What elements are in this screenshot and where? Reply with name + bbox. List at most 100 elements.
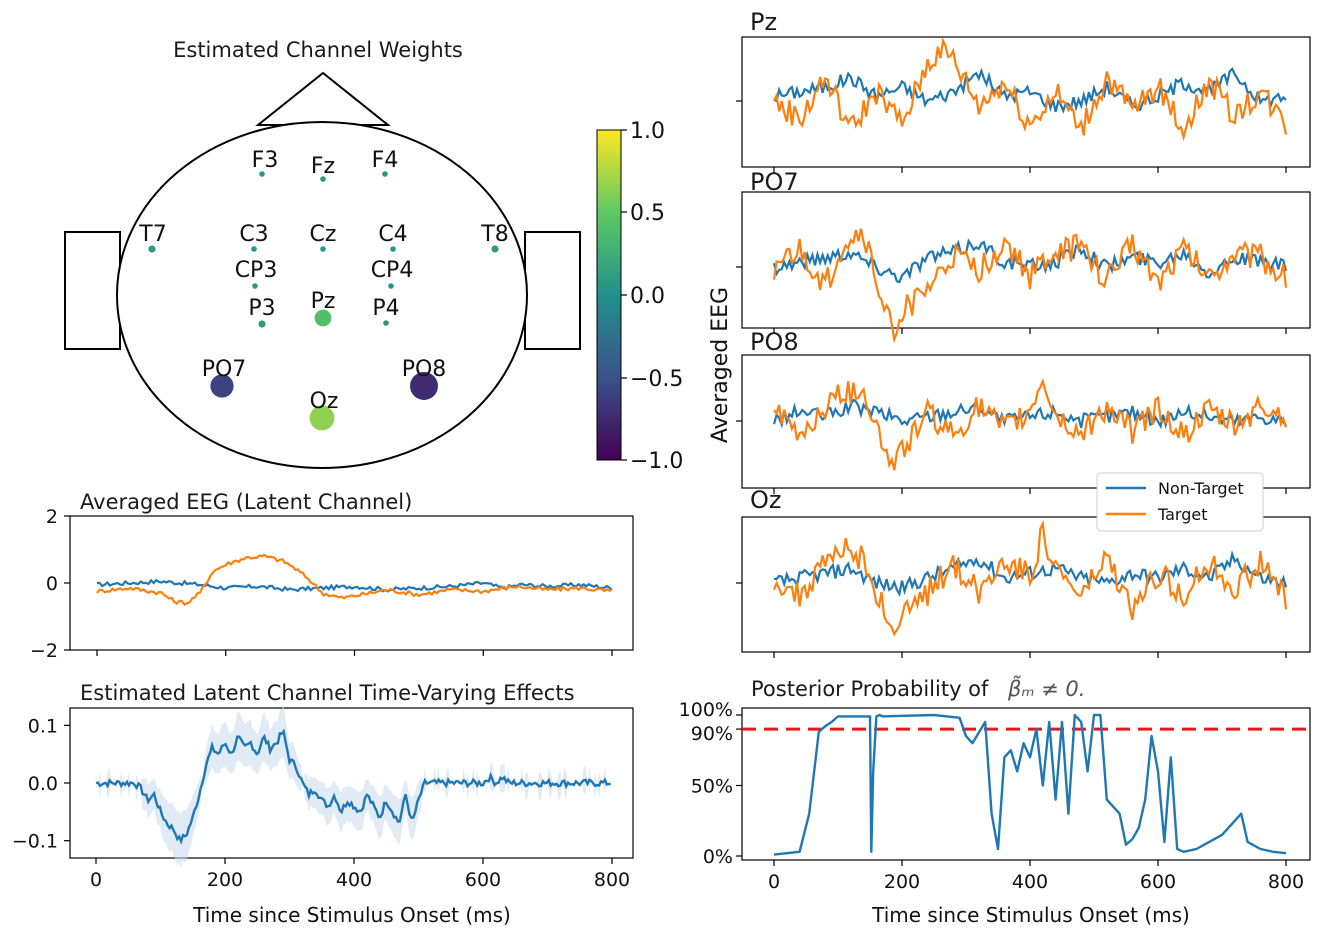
po7-title: PO7 xyxy=(750,168,799,196)
x-tick-label: 600 xyxy=(465,869,501,891)
tv-effects-ci-area xyxy=(96,705,611,869)
electrode-f3-label: F3 xyxy=(252,148,279,173)
electrode-f3-dot xyxy=(259,171,265,177)
pz-target-line xyxy=(773,37,1288,142)
electrode-oz-dot xyxy=(309,405,335,431)
y-tick-label: 0% xyxy=(703,846,733,868)
oz-lines xyxy=(736,519,1288,658)
x-tick-label: 0 xyxy=(90,869,102,891)
x-tick-label: 800 xyxy=(1268,871,1304,893)
y-tick-label: 0.1 xyxy=(28,715,58,737)
y-tick-label: 2 xyxy=(46,506,58,528)
oz-frame xyxy=(741,516,1311,653)
po8-target-line xyxy=(773,377,1288,471)
colorbar xyxy=(596,129,622,461)
electrode-t7-dot xyxy=(148,245,156,253)
oz-title: Oz xyxy=(750,486,782,514)
head-right-ear xyxy=(524,231,581,350)
latent-eeg-panel: Averaged EEG (Latent Channel) 2 0 −2 xyxy=(30,490,634,662)
electrode-c3-dot xyxy=(251,246,257,252)
x-tick-label: 400 xyxy=(1012,871,1048,893)
x-tick-label: 800 xyxy=(594,869,630,891)
electrode-t7-label: T7 xyxy=(138,222,166,247)
latent-non-target-line xyxy=(96,578,613,593)
electrode-p3-dot xyxy=(258,320,266,328)
po7-non-target-line xyxy=(772,238,1288,284)
electrode-p4-dot xyxy=(383,320,389,326)
electrode-c3-label: C3 xyxy=(239,222,268,247)
colorbar-tick-label: −1.0 xyxy=(630,449,683,474)
posterior-axes: 100%90% 50% 0% 0 200 400 600 800 xyxy=(679,699,1304,893)
po7-lines xyxy=(736,228,1288,344)
y-tick-label: 50% xyxy=(691,776,733,798)
posterior-title: Posterior Probability of xyxy=(751,677,989,701)
x-tick-label: 0 xyxy=(768,871,780,893)
legend-non-target-label: Non-Target xyxy=(1158,479,1244,498)
electrode-fz-dot xyxy=(320,176,326,182)
electrode-layer: F3 Fz F4 T7 C3 Cz C4 T8 CP3 CP4 P3 Pz P4 PO7 Oz PO8 xyxy=(138,148,509,431)
posterior-frame xyxy=(741,707,1311,861)
electrode-t8-dot xyxy=(491,245,499,253)
x-tick-label: 400 xyxy=(336,869,372,891)
tv-effects-lines xyxy=(95,728,611,845)
topomap-title: Estimated Channel Weights xyxy=(173,38,463,62)
latent-eeg-title: Averaged EEG (Latent Channel) xyxy=(80,490,412,514)
x-tick-label: 200 xyxy=(884,871,920,893)
posterior-line xyxy=(773,713,1287,856)
x-tick-label: 600 xyxy=(1140,871,1176,893)
y-tick-label: 90% xyxy=(691,723,733,745)
pz-lines xyxy=(736,37,1288,173)
electrode-po7-dot xyxy=(210,374,234,398)
y-tick-label: −2 xyxy=(30,640,58,662)
po8-title: PO8 xyxy=(750,328,799,356)
topomap-panel: Estimated Channel Weights F3 Fz F4 T7 C3 Cz C4… xyxy=(64,38,683,474)
head-nose xyxy=(255,71,391,126)
tv-effects-panel: Estimated Latent Channel Time-Varying Ef… xyxy=(12,681,634,927)
posterior-title-formula: β̃ₘ ≠ 0. xyxy=(1007,674,1085,701)
pz-non-target-line xyxy=(773,67,1287,114)
electrode-pz-label: Pz xyxy=(311,289,336,314)
electrode-p4-label: P4 xyxy=(372,296,399,321)
electrode-cp4-dot xyxy=(388,283,394,289)
electrode-t8-label: T8 xyxy=(480,222,508,247)
channel-eeg-panels: Averaged EEG Pz PO7 PO8 Oz Non-Target Ta… xyxy=(708,8,1311,658)
po7-target-line xyxy=(772,228,1288,344)
electrode-po7-label: PO7 xyxy=(202,357,247,382)
posterior-lines xyxy=(742,713,1310,856)
electrode-cp3-label: CP3 xyxy=(235,258,278,283)
electrode-p3-label: P3 xyxy=(248,296,275,321)
colorbar-tick-label: 0.5 xyxy=(630,201,665,226)
colorbar-ticks: 1.0 0.5 0.0 −0.5 −1.0 xyxy=(621,119,683,474)
head-left-ear xyxy=(64,231,121,350)
tv-effects-ci-band xyxy=(96,705,611,869)
tv-effects-title: Estimated Latent Channel Time-Varying Ef… xyxy=(80,681,575,705)
y-tick-label: 0 xyxy=(46,573,58,595)
legend-target-label: Target xyxy=(1157,505,1208,524)
latent-eeg-axes: 2 0 −2 xyxy=(30,506,613,662)
tv-effects-line xyxy=(95,728,611,845)
electrode-po8-dot xyxy=(410,372,438,400)
y-tick-label: 100% xyxy=(679,699,733,721)
y-tick-label: −0.1 xyxy=(12,831,58,853)
right-x-axis-label: Time since Stimulus Onset (ms) xyxy=(871,903,1190,927)
colorbar-tick-label: −0.5 xyxy=(630,367,683,392)
electrode-cp3-dot xyxy=(252,283,258,289)
electrode-f4-label: F4 xyxy=(372,148,399,173)
electrode-cz-label: Cz xyxy=(310,222,337,247)
posterior-panel: Posterior Probability of β̃ₘ ≠ 0. 100%90… xyxy=(679,674,1311,927)
electrode-oz-label: Oz xyxy=(310,389,339,414)
pz-title: Pz xyxy=(750,8,777,36)
electrode-fz-label: Fz xyxy=(311,154,335,179)
colorbar-tick-label: 0.0 xyxy=(630,284,665,309)
electrode-cp4-label: CP4 xyxy=(371,258,414,283)
colorbar-tick-label: 1.0 xyxy=(630,119,665,144)
latent-target-line xyxy=(96,553,613,607)
electrode-pz-dot xyxy=(314,309,332,327)
electrode-c4-dot xyxy=(390,246,396,252)
electrode-cz-dot xyxy=(320,246,326,252)
latent-eeg-lines xyxy=(96,553,613,607)
x-tick-label: 200 xyxy=(207,869,243,891)
po7-frame xyxy=(741,191,1311,329)
electrode-f4-dot xyxy=(382,171,388,177)
